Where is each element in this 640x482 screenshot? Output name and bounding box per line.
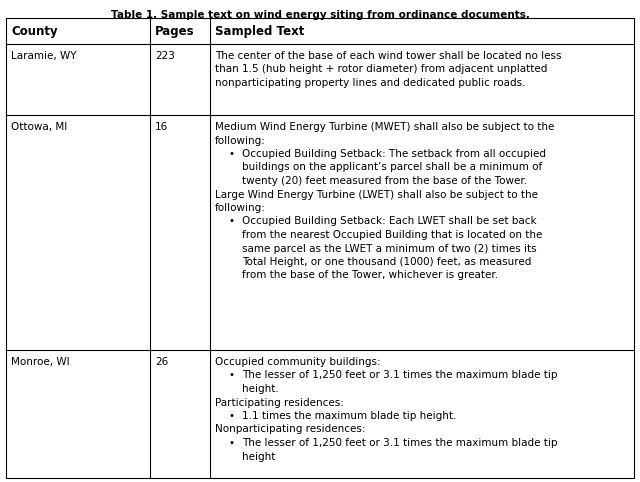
Text: Total Height, or one thousand (1000) feet, as measured: Total Height, or one thousand (1000) fee… (242, 257, 531, 267)
Text: Monroe, WI: Monroe, WI (11, 357, 70, 367)
Text: than 1.5 (hub height + rotor diameter) from adjacent unplatted: than 1.5 (hub height + rotor diameter) f… (215, 65, 547, 75)
Text: Pages: Pages (155, 25, 195, 38)
Text: 1.1 times the maximum blade tip height.: 1.1 times the maximum blade tip height. (242, 411, 456, 421)
Text: Nonparticipating residences:: Nonparticipating residences: (215, 425, 365, 434)
Text: Occupied Building Setback: Each LWET shall be set back: Occupied Building Setback: Each LWET sha… (242, 216, 536, 227)
Text: •: • (229, 216, 235, 227)
Text: •: • (229, 149, 235, 159)
Text: County: County (11, 25, 58, 38)
Text: from the base of the Tower, whichever is greater.: from the base of the Tower, whichever is… (242, 270, 498, 281)
Text: Ottowa, MI: Ottowa, MI (11, 122, 67, 132)
Text: nonparticipating property lines and dedicated public roads.: nonparticipating property lines and dedi… (215, 78, 525, 88)
Text: height.: height. (242, 384, 279, 394)
Text: Large Wind Energy Turbine (LWET) shall also be subject to the: Large Wind Energy Turbine (LWET) shall a… (215, 189, 538, 200)
Text: same parcel as the LWET a minimum of two (2) times its: same parcel as the LWET a minimum of two… (242, 243, 536, 254)
Text: following:: following: (215, 203, 266, 213)
Text: twenty (20) feet measured from the base of the Tower.: twenty (20) feet measured from the base … (242, 176, 527, 186)
Text: Medium Wind Energy Turbine (MWET) shall also be subject to the: Medium Wind Energy Turbine (MWET) shall … (215, 122, 554, 132)
Text: following:: following: (215, 135, 266, 146)
Text: Participating residences:: Participating residences: (215, 398, 344, 407)
Text: from the nearest Occupied Building that is located on the: from the nearest Occupied Building that … (242, 230, 542, 240)
Text: 26: 26 (155, 357, 168, 367)
Text: buildings on the applicant’s parcel shall be a minimum of: buildings on the applicant’s parcel shal… (242, 162, 542, 173)
Text: Occupied Building Setback: The setback from all occupied: Occupied Building Setback: The setback f… (242, 149, 546, 159)
Text: Sampled Text: Sampled Text (215, 25, 305, 38)
Text: height: height (242, 452, 275, 461)
Text: •: • (229, 371, 235, 380)
Text: The lesser of 1,250 feet or 3.1 times the maximum blade tip: The lesser of 1,250 feet or 3.1 times th… (242, 438, 557, 448)
Text: •: • (229, 438, 235, 448)
Text: The lesser of 1,250 feet or 3.1 times the maximum blade tip: The lesser of 1,250 feet or 3.1 times th… (242, 371, 557, 380)
Text: 223: 223 (155, 51, 175, 61)
Text: •: • (229, 411, 235, 421)
Text: Occupied community buildings:: Occupied community buildings: (215, 357, 381, 367)
Text: The center of the base of each wind tower shall be located no less: The center of the base of each wind towe… (215, 51, 561, 61)
Text: Laramie, WY: Laramie, WY (11, 51, 77, 61)
Text: Table 1. Sample text on wind energy siting from ordinance documents.: Table 1. Sample text on wind energy siti… (111, 10, 529, 20)
Text: 16: 16 (155, 122, 168, 132)
